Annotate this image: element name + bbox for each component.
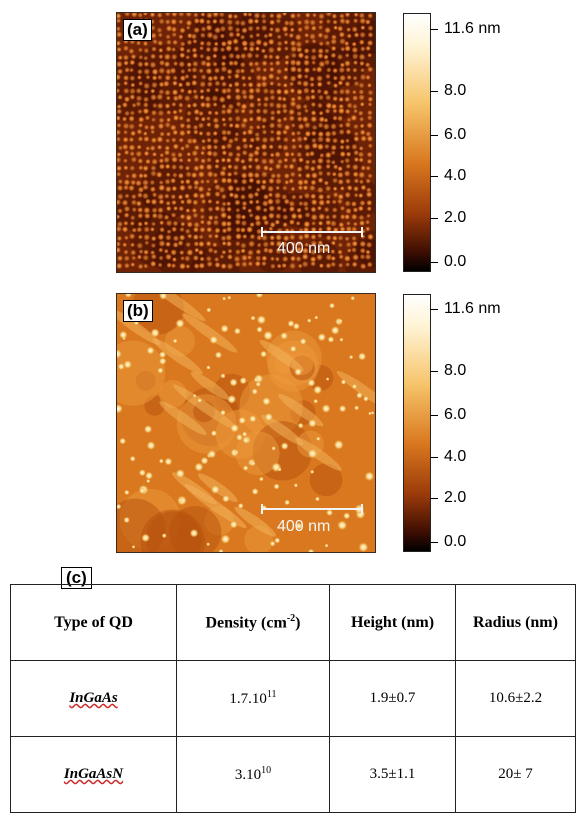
colorbar-tick xyxy=(430,371,438,372)
colorbar-tick xyxy=(430,262,438,263)
cell-height: 1.9±0.7 xyxy=(329,660,456,737)
colorbar-tick xyxy=(430,457,438,458)
panel-label-a: (a) xyxy=(123,19,152,41)
header-type: Type of QD xyxy=(10,584,177,661)
scalebar-label-b: 400 nm xyxy=(277,518,331,535)
cell-type: InGaAs xyxy=(10,660,177,737)
colorbar-tick-label: 11.6 nm xyxy=(444,300,501,317)
colorbar-tick xyxy=(430,29,438,30)
colorbar-tick-label: 0.0 xyxy=(444,533,467,550)
table-row: InGaAsN 3.1010 3.5±1.1 20± 7 xyxy=(10,736,576,813)
cell-radius: 10.6±2.2 xyxy=(455,660,576,737)
cell-height: 3.5±1.1 xyxy=(329,736,456,813)
colorbar-tick xyxy=(430,135,438,136)
colorbar-tick-label: 11.6 nm xyxy=(444,20,501,37)
colorbar-tick xyxy=(430,176,438,177)
colorbar-tick xyxy=(430,91,438,92)
scalebar-a xyxy=(261,227,363,237)
afm-image-a: (a) 400 nm xyxy=(116,12,376,273)
colorbar-tick-label: 8.0 xyxy=(444,362,467,379)
colorbar-tick-label: 4.0 xyxy=(444,167,467,184)
header-height: Height (nm) xyxy=(329,584,456,661)
colorbar-tick xyxy=(430,218,438,219)
colorbar-tick xyxy=(430,498,438,499)
scalebar-b xyxy=(261,504,363,514)
colorbar-tick xyxy=(430,309,438,310)
cell-density: 3.1010 xyxy=(176,736,330,813)
colorbar-tick-label: 2.0 xyxy=(444,489,467,506)
colorbar-tick xyxy=(430,415,438,416)
qd-table: Type of QD Density (cm-2) Height (nm) Ra… xyxy=(10,584,576,813)
table-header-row: Type of QD Density (cm-2) Height (nm) Ra… xyxy=(10,584,576,661)
table-row: InGaAs 1.7.1011 1.9±0.7 10.6±2.2 xyxy=(10,660,576,737)
panel-label-b: (b) xyxy=(123,300,153,322)
colorbar-axis-a: 11.6 nm 8.0 6.0 4.0 2.0 0.0 xyxy=(430,13,570,272)
cell-density: 1.7.1011 xyxy=(176,660,330,737)
colorbar-tick-label: 4.0 xyxy=(444,448,467,465)
afm-image-b: (b) 400 nm xyxy=(116,293,376,553)
colorbar-tick-label: 0.0 xyxy=(444,253,467,270)
colorbar-tick xyxy=(430,542,438,543)
cell-radius: 20± 7 xyxy=(455,736,576,813)
colorbar-tick-label: 2.0 xyxy=(444,209,467,226)
header-radius: Radius (nm) xyxy=(455,584,576,661)
cell-type: InGaAsN xyxy=(10,736,177,813)
colorbar-b xyxy=(403,294,431,552)
header-density: Density (cm-2) xyxy=(176,584,330,661)
colorbar-tick-label: 8.0 xyxy=(444,82,467,99)
colorbar-axis-b: 11.6 nm 8.0 6.0 4.0 2.0 0.0 xyxy=(430,294,570,552)
colorbar-a xyxy=(403,13,431,272)
colorbar-tick-label: 6.0 xyxy=(444,126,467,143)
colorbar-tick-label: 6.0 xyxy=(444,406,467,423)
scalebar-label-a: 400 nm xyxy=(277,240,331,257)
